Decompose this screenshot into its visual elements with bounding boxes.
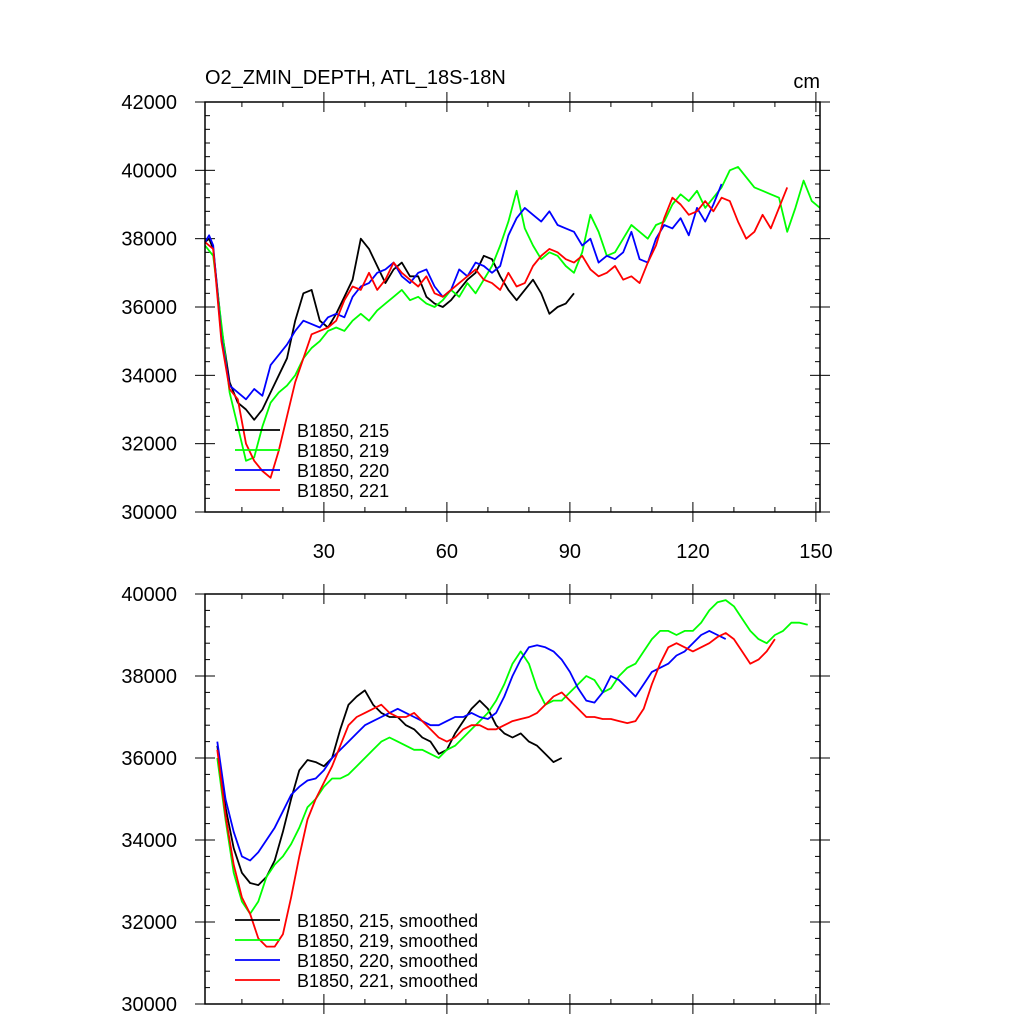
legend-label-2: B1850, 220, smoothed	[297, 951, 478, 971]
y-tick-label: 34000	[121, 830, 177, 852]
top-chart-panel: O2_ZMIN_DEPTH, ATL_18S-18N cm 30 60 90 120 1…	[121, 67, 832, 563]
legend-label-0: B1850, 215, smoothed	[297, 911, 478, 931]
bottom-plot-frame	[204, 593, 821, 1005]
y-tick-label: 32000	[121, 434, 177, 456]
legend-label-3: B1850, 221, smoothed	[297, 971, 478, 991]
x-tick-label: 30	[313, 541, 335, 563]
x-tick-label: 150	[799, 541, 832, 563]
top-axes: 30 60 90 120 150 30000 32000 34000 36000 38000 400…	[121, 92, 833, 563]
series-line-2	[216, 630, 727, 862]
y-tick-label: 36000	[121, 297, 177, 319]
x-tick-label: 90	[559, 541, 581, 563]
y-tick-label: 36000	[121, 748, 177, 770]
y-tick-label: 34000	[121, 365, 177, 387]
y-tick-label: 38000	[121, 229, 177, 251]
y-tick-label: 38000	[121, 666, 177, 688]
units-label: cm	[793, 71, 820, 93]
legend-label-2: B1850, 220	[297, 461, 389, 481]
series-line-3	[216, 632, 776, 948]
bottom-plot-lines	[216, 599, 808, 948]
y-tick-label: 30000	[121, 502, 177, 524]
series-line-0	[216, 689, 563, 886]
series-line-0	[204, 237, 575, 421]
series-line-2	[204, 183, 723, 401]
bottom-chart-panel: 30000 32000 34000 36000 38000 40000 B1850, 21…	[121, 584, 830, 1016]
legend-label-0: B1850, 215	[297, 421, 389, 441]
y-tick-label: 32000	[121, 912, 177, 934]
y-tick-label: 40000	[121, 584, 177, 606]
series-line-1	[216, 599, 808, 915]
y-tick-label: 42000	[121, 92, 177, 114]
x-tick-label: 60	[436, 541, 458, 563]
series-line-3	[204, 187, 789, 479]
top-plot-frame	[204, 101, 821, 513]
bottom-axes: 30000 32000 34000 36000 38000 40000	[121, 584, 830, 1016]
y-tick-label: 40000	[121, 160, 177, 182]
x-tick-label: 120	[676, 541, 709, 563]
chart-title: O2_ZMIN_DEPTH, ATL_18S-18N	[205, 67, 506, 89]
legend-label-1: B1850, 219, smoothed	[297, 931, 478, 951]
top-plot-lines	[204, 165, 821, 479]
legend-label-1: B1850, 219	[297, 441, 389, 461]
legend-label-3: B1850, 221	[297, 481, 389, 501]
y-tick-label: 30000	[121, 994, 177, 1016]
